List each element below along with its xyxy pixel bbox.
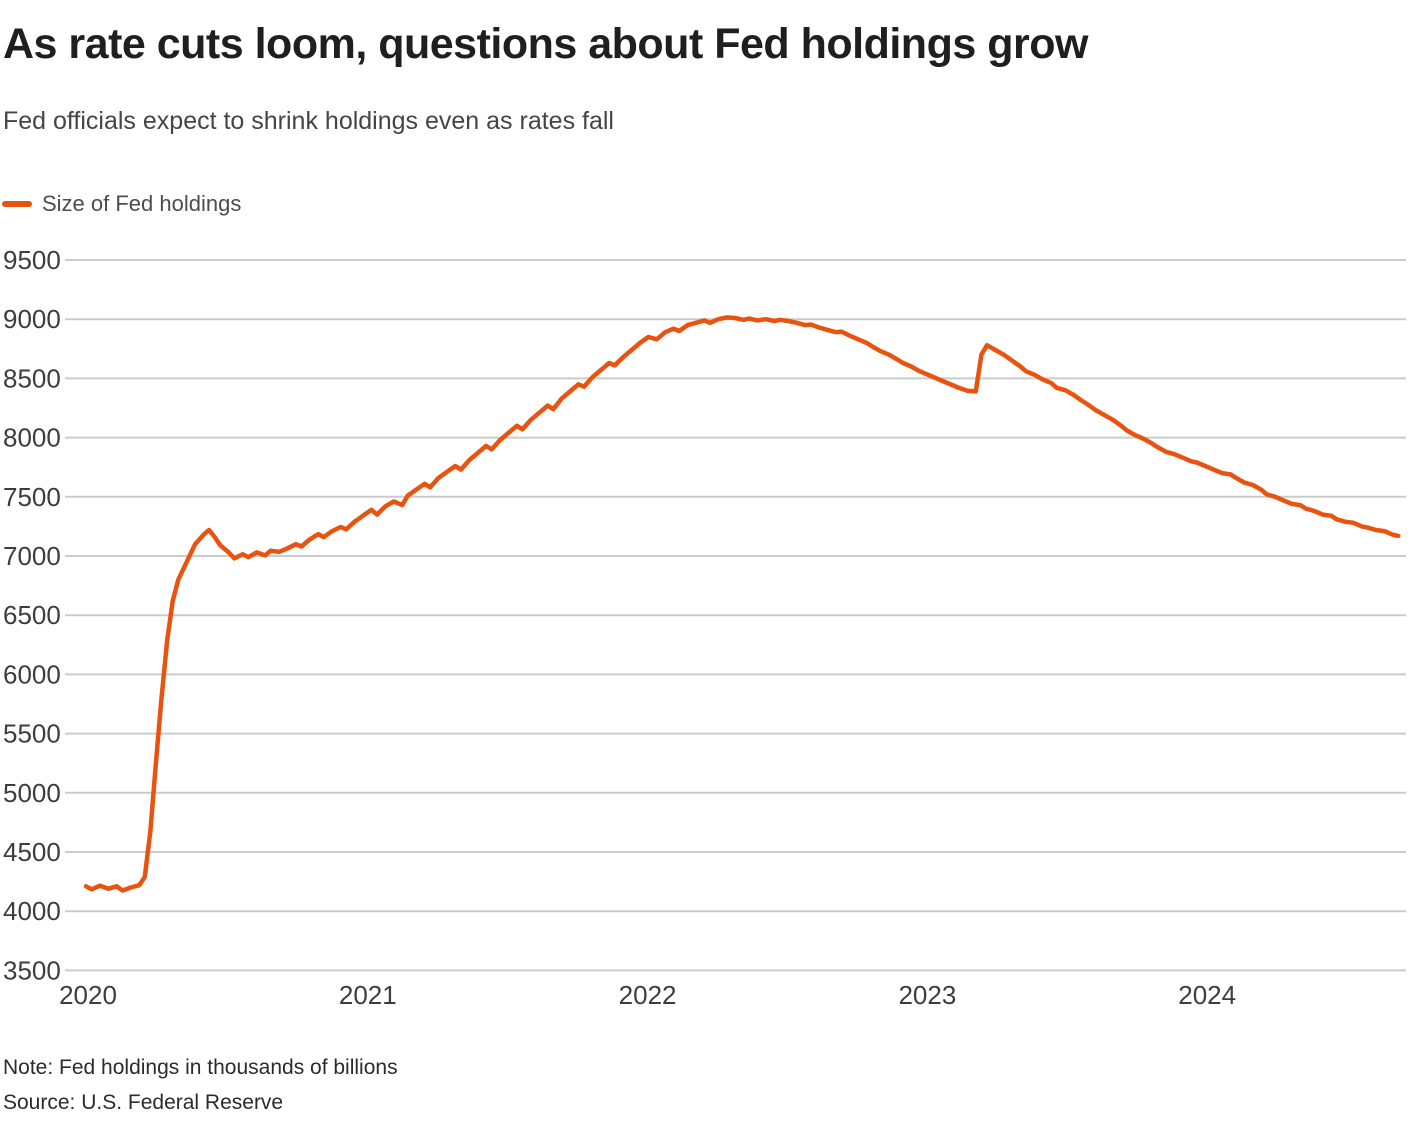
- chart-source: Source: U.S. Federal Reserve: [3, 1091, 284, 1114]
- y-axis-tick-label: 4500: [3, 837, 61, 867]
- y-axis-tick-label: 6000: [3, 659, 61, 689]
- page-title: As rate cuts loom, questions about Fed h…: [3, 20, 1088, 68]
- chart-note: Note: Fed holdings in thousands of billi…: [3, 1056, 398, 1079]
- y-axis-tick-label: 5000: [3, 778, 61, 808]
- legend: Size of Fed holdings: [2, 191, 241, 217]
- y-axis-tick-label: 7500: [3, 482, 61, 512]
- legend-line-swatch-icon: [2, 201, 32, 207]
- y-axis-tick-label: 5500: [3, 719, 61, 749]
- legend-label: Size of Fed holdings: [42, 191, 242, 216]
- y-axis-tick-label: 8500: [3, 363, 61, 393]
- x-axis-tick-label: 2023: [898, 980, 956, 1010]
- y-axis-tick-label: 6500: [3, 600, 61, 630]
- x-axis-tick-label: 2024: [1178, 980, 1236, 1010]
- y-axis-tick-label: 4000: [3, 896, 61, 926]
- x-axis-tick-label: 2021: [339, 980, 397, 1010]
- page-subtitle: Fed officials expect to shrink holdings …: [3, 107, 614, 135]
- x-axis-tick-label: 2022: [619, 980, 677, 1010]
- x-axis-tick-label: 2020: [59, 980, 117, 1010]
- y-axis-tick-label: 9000: [3, 304, 61, 334]
- y-axis-tick-label: 8000: [3, 423, 61, 453]
- series-line-size-of-fed-holdings: [83, 315, 1401, 893]
- y-axis-tick-label: 3500: [3, 955, 61, 985]
- y-axis-tick-label: 7000: [3, 541, 61, 571]
- y-axis-tick-label: 9500: [3, 245, 61, 275]
